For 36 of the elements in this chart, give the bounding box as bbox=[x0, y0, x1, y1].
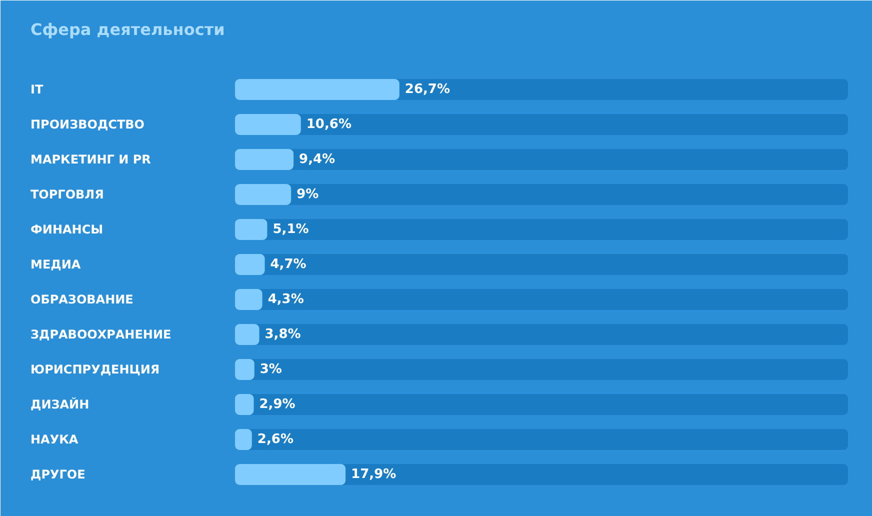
y-tick-label: ДРУГОЕ bbox=[30, 468, 86, 482]
y-tick-label: ЮРИСПРУДЕНЦИЯ bbox=[30, 362, 160, 376]
data-label: 26,7% bbox=[404, 82, 450, 97]
y-tick-label: МЕДИА bbox=[30, 258, 82, 272]
bar bbox=[235, 359, 254, 380]
y-tick-label: ЗДРАВООХРАНЕНИЕ bbox=[30, 328, 172, 342]
bar bbox=[235, 394, 254, 415]
bar bbox=[235, 429, 252, 450]
y-tick-label: IT bbox=[30, 82, 44, 96]
y-tick-label: НАУКА bbox=[30, 432, 79, 446]
chart-title: Сфера деятельности bbox=[30, 20, 225, 39]
y-tick-label: МАРКЕТИНГ И PR bbox=[30, 152, 151, 166]
y-tick-label: ПРОИЗВОДСТВО bbox=[30, 118, 144, 132]
data-label: 4,3% bbox=[268, 292, 304, 307]
data-label: 3,8% bbox=[264, 327, 301, 342]
data-label: 2,9% bbox=[259, 397, 296, 412]
bar bbox=[235, 114, 301, 135]
data-label: 4,7% bbox=[270, 257, 306, 272]
data-label: 9,4% bbox=[299, 152, 336, 167]
data-label: 5,1% bbox=[272, 222, 309, 237]
bar bbox=[235, 289, 262, 310]
data-label: 10,6% bbox=[306, 117, 352, 132]
bar bbox=[235, 254, 265, 275]
bar bbox=[235, 464, 346, 485]
bar bbox=[235, 324, 260, 345]
bar bbox=[235, 219, 268, 240]
bar bbox=[235, 184, 292, 205]
y-tick-label: ОБРАЗОВАНИЕ bbox=[30, 292, 134, 306]
data-label: 3% bbox=[260, 362, 282, 377]
data-label: 9% bbox=[296, 187, 319, 202]
data-label: 17,9% bbox=[351, 467, 396, 482]
y-tick-label: ФИНАНСЫ bbox=[30, 222, 104, 236]
bar bbox=[235, 149, 294, 170]
data-label: 2,6% bbox=[257, 432, 294, 447]
y-tick-label: ТОРГОВЛЯ bbox=[30, 188, 104, 202]
y-tick-label: ДИЗАЙН bbox=[30, 396, 90, 412]
